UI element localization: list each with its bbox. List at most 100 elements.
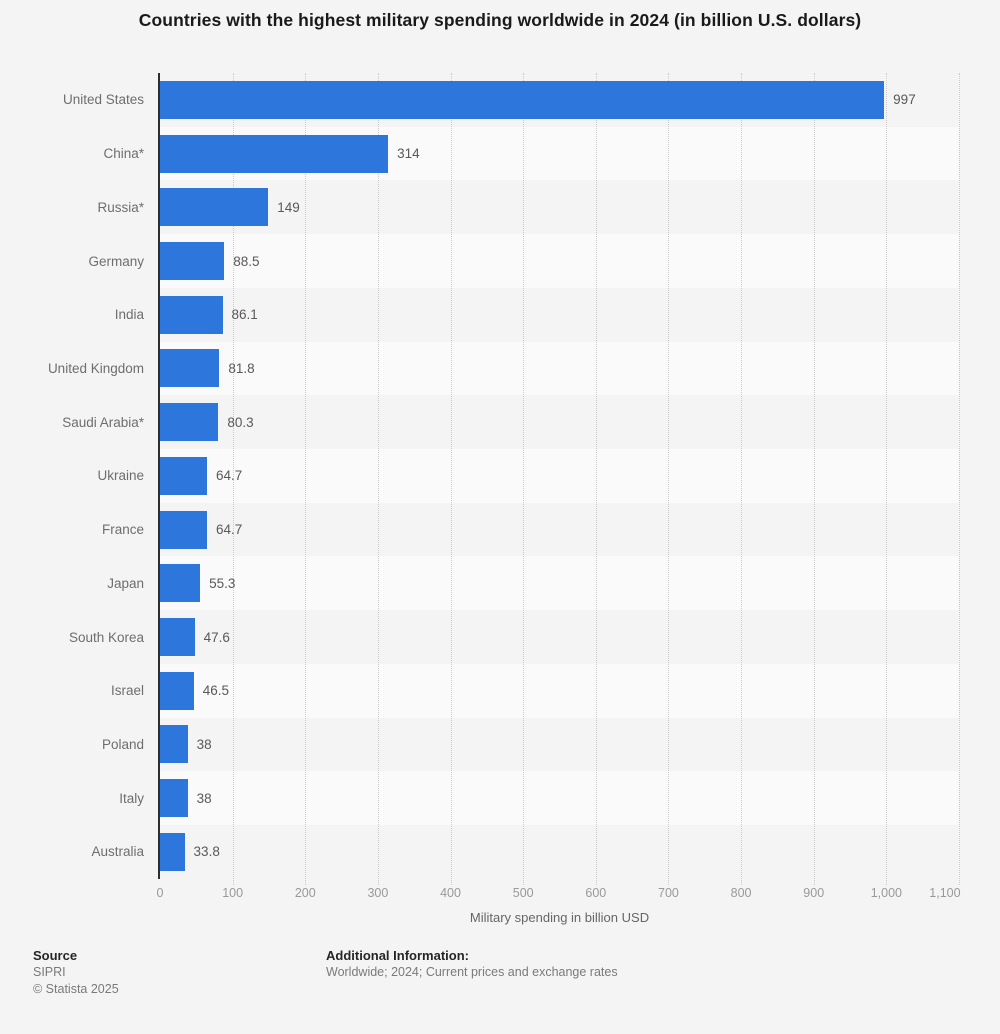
category-label-south-korea: South Korea — [68, 629, 144, 645]
value-label-russia: 149 — [277, 199, 300, 215]
value-label-australia: 33.8 — [193, 844, 220, 860]
additional-info-block: Additional Information: Worldwide; 2024;… — [326, 948, 618, 981]
source-label: Source — [33, 948, 78, 963]
row-band-china: 314 — [160, 126, 959, 181]
bar-japan — [160, 564, 201, 603]
value-label-ukraine: 64.7 — [215, 468, 243, 484]
row-band-italy: 38 — [160, 771, 959, 826]
value-label-saudi-arabia: 80.3 — [227, 414, 254, 430]
category-label-japan: Japan — [107, 575, 144, 591]
value-label-china: 314 — [397, 146, 420, 162]
x-tick-500: 500 — [512, 886, 534, 900]
chart-row-india: India 86.1 — [0, 288, 1000, 342]
row-band-russia: 149 — [160, 180, 959, 234]
x-axis-ticks: 0 100 200 300 400 500 600 700 800 900 1,000 1,100 — [0, 886, 1000, 902]
row-band-poland: 38 — [160, 718, 959, 772]
x-tick-400: 400 — [440, 886, 461, 900]
bar-italy — [160, 779, 188, 818]
chart-row-saudi-arabia: Saudi Arabia* 80.3 — [0, 395, 1000, 449]
category-label-saudi-arabia: Saudi Arabia* — [62, 414, 144, 430]
x-tick-100: 100 — [222, 886, 244, 900]
bar-united-states — [160, 80, 885, 119]
chart-row-france: France 64.7 — [0, 503, 1000, 557]
category-label-israel: Israel — [110, 683, 144, 699]
value-label-israel: 46.5 — [202, 683, 230, 699]
category-label-china: China* — [103, 146, 144, 162]
category-label-france: France — [101, 522, 144, 538]
value-label-france: 64.7 — [215, 522, 243, 538]
bar-saudi-arabia — [160, 403, 219, 442]
category-label-germany: Germany — [88, 253, 144, 269]
x-tick-0: 0 — [156, 886, 164, 900]
bar-india — [160, 295, 223, 334]
additional-info-label: Additional Information: — [326, 948, 469, 963]
category-label-india: India — [114, 307, 144, 323]
row-band-united-states: 997 — [160, 73, 959, 127]
row-band-ukraine: 64.7 — [160, 449, 959, 503]
y-axis-line — [158, 73, 160, 879]
value-label-united-states: 997 — [893, 92, 916, 108]
row-band-south-korea: 47.6 — [160, 610, 959, 664]
x-tick-600: 600 — [585, 886, 607, 900]
row-band-israel: 46.5 — [160, 663, 959, 718]
x-tick-200: 200 — [294, 886, 316, 900]
bar-australia — [160, 832, 185, 871]
row-band-india: 86.1 — [160, 288, 959, 342]
category-label-italy: Italy — [119, 790, 144, 806]
row-band-australia: 33.8 — [160, 825, 959, 879]
chart-title: Countries with the highest military spen… — [138, 10, 862, 30]
x-tick-1-100: 1,100 — [929, 886, 961, 900]
value-label-italy: 38 — [196, 790, 212, 806]
bar-south-korea — [160, 618, 195, 657]
x-tick-900: 900 — [803, 886, 825, 900]
chart-row-south-korea: South Korea 47.6 — [0, 610, 1000, 664]
bar-rows: United States 997 China* 314 Russia* 149 Germa… — [0, 73, 1000, 879]
chart-row-china: China* 314 — [0, 126, 1000, 181]
category-label-australia: Australia — [91, 844, 144, 860]
bar-poland — [160, 725, 188, 764]
chart-row-ukraine: Ukraine 64.7 — [0, 449, 1000, 503]
category-label-united-kingdom: United Kingdom — [47, 360, 144, 376]
chart-row-australia: Australia 33.8 — [0, 825, 1000, 879]
additional-info-value: Worldwide; 2024; Current prices and exch… — [326, 965, 618, 980]
chart-row-germany: Germany 88.5 — [0, 234, 1000, 288]
source-value: SIPRI — [33, 965, 66, 980]
value-label-united-kingdom: 81.8 — [228, 360, 255, 376]
chart-row-italy: Italy 38 — [0, 771, 1000, 826]
x-tick-800: 800 — [730, 886, 752, 900]
chart-row-united-kingdom: United Kingdom 81.8 — [0, 341, 1000, 396]
copyright-notice: © Statista 2025 — [33, 981, 119, 996]
chart-row-russia: Russia* 149 — [0, 180, 1000, 234]
bar-china — [160, 134, 389, 173]
category-label-russia: Russia* — [97, 199, 144, 215]
value-label-germany: 88.5 — [233, 253, 260, 269]
bar-germany — [160, 242, 225, 281]
chart-row-israel: Israel 46.5 — [0, 663, 1000, 718]
row-band-japan: 55.3 — [160, 556, 959, 611]
bar-united-kingdom — [160, 349, 220, 388]
x-axis-title: Military spending in billion USD — [469, 910, 650, 925]
row-band-united-kingdom: 81.8 — [160, 341, 959, 396]
value-label-south-korea: 47.6 — [203, 629, 230, 645]
category-label-united-states: United States — [62, 92, 144, 108]
row-band-germany: 88.5 — [160, 234, 959, 288]
category-label-ukraine: Ukraine — [97, 468, 144, 484]
bar-france — [160, 510, 207, 549]
chart-row-japan: Japan 55.3 — [0, 556, 1000, 611]
x-tick-300: 300 — [367, 886, 389, 900]
value-label-poland: 38 — [196, 736, 212, 752]
row-band-france: 64.7 — [160, 503, 959, 557]
value-label-japan: 55.3 — [209, 575, 236, 591]
source-block: Source SIPRI © Statista 2025 — [33, 948, 119, 997]
plot-area: United States 997 China* 314 Russia* 149 Germa… — [0, 73, 1000, 885]
row-band-saudi-arabia: 80.3 — [160, 395, 959, 449]
bar-russia — [160, 188, 269, 227]
bar-ukraine — [160, 456, 207, 495]
bar-israel — [160, 671, 194, 710]
x-tick-1-000: 1,000 — [870, 886, 902, 900]
chart-row-united-states: United States 997 — [0, 73, 1000, 127]
chart-row-poland: Poland 38 — [0, 718, 1000, 772]
value-label-india: 86.1 — [231, 307, 258, 323]
x-tick-700: 700 — [658, 886, 679, 900]
